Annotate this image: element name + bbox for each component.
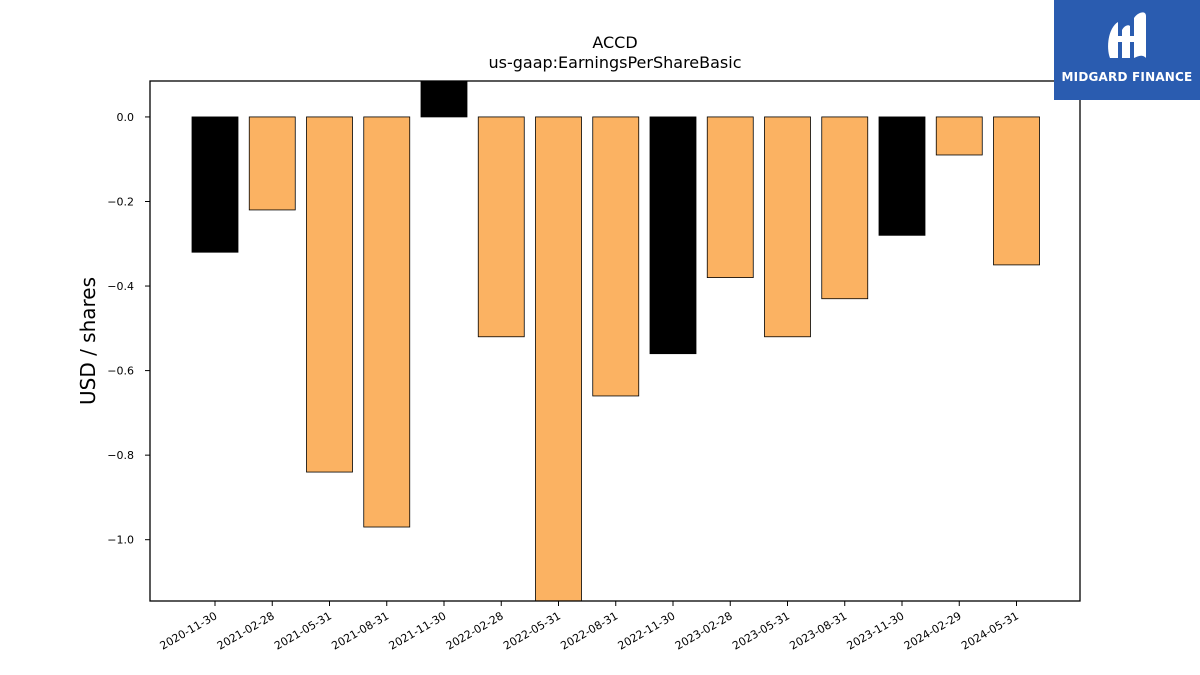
midgard-finance-logo: MIDGARD FINANCE <box>1054 0 1200 100</box>
bar-2021-08-31 <box>363 116 411 528</box>
x-tick-label: 2023-02-28 <box>673 609 735 652</box>
x-tick-label: 2022-08-31 <box>558 609 620 652</box>
bar-2022-08-31 <box>592 116 640 397</box>
chart-subtitle: us-gaap:EarningsPerShareBasic <box>488 53 741 72</box>
bar-2024-05-31 <box>993 116 1040 266</box>
bar-2022-11-30 <box>649 116 697 355</box>
chart-title: ACCD <box>592 33 637 52</box>
y-tick-label: −0.6 <box>107 365 134 378</box>
midgard-logo-icon <box>1108 12 1146 58</box>
bar-2023-08-31 <box>821 116 869 300</box>
x-tick-label: 2020-11-30 <box>158 609 220 652</box>
y-tick-label: 0.0 <box>117 111 135 124</box>
y-tick-label: −0.4 <box>107 280 134 293</box>
bar-2023-05-31 <box>764 116 811 338</box>
x-tick-label: 2022-11-30 <box>616 609 678 652</box>
y-axis-label: USD / shares <box>76 277 100 405</box>
bar-2021-05-31 <box>306 116 353 473</box>
bar-2024-02-29 <box>935 116 983 156</box>
x-tick-label: 2021-08-31 <box>329 609 391 652</box>
y-tick-label: −0.8 <box>107 449 134 462</box>
y-axis-ticks: 0.0 −0.2 −0.4 −0.6 −0.8 −1.0 <box>107 111 150 547</box>
bar-2022-05-31 <box>535 116 582 602</box>
x-tick-label: 2022-05-31 <box>501 609 563 652</box>
bar-2022-02-28 <box>477 116 525 338</box>
y-tick-label: −1.0 <box>107 534 134 547</box>
y-tick-label: −0.2 <box>107 195 134 208</box>
bar-2020-11-30 <box>191 116 239 253</box>
bar-2021-02-28 <box>248 116 296 211</box>
bar-2021-11-30 <box>420 80 468 118</box>
x-tick-label: 2022-02-28 <box>444 609 506 652</box>
x-tick-label: 2021-05-31 <box>272 609 334 652</box>
logo-text: MIDGARD FINANCE <box>1061 70 1193 84</box>
plot-frame <box>149 80 1081 602</box>
x-tick-label: 2023-08-31 <box>787 609 849 652</box>
x-tick-label: 2024-05-31 <box>959 609 1021 652</box>
x-tick-label: 2021-02-28 <box>215 609 277 652</box>
bar-2023-02-28 <box>706 116 754 278</box>
x-axis-ticks: 2020-11-302021-02-282021-05-312021-08-31… <box>158 601 1021 653</box>
x-tick-label: 2023-11-30 <box>845 609 907 652</box>
x-tick-label: 2023-05-31 <box>730 609 792 652</box>
x-tick-label: 2024-02-29 <box>902 609 964 652</box>
x-tick-label: 2021-11-30 <box>387 609 449 652</box>
bars-group <box>191 80 1040 602</box>
bar-2023-11-30 <box>878 116 926 236</box>
